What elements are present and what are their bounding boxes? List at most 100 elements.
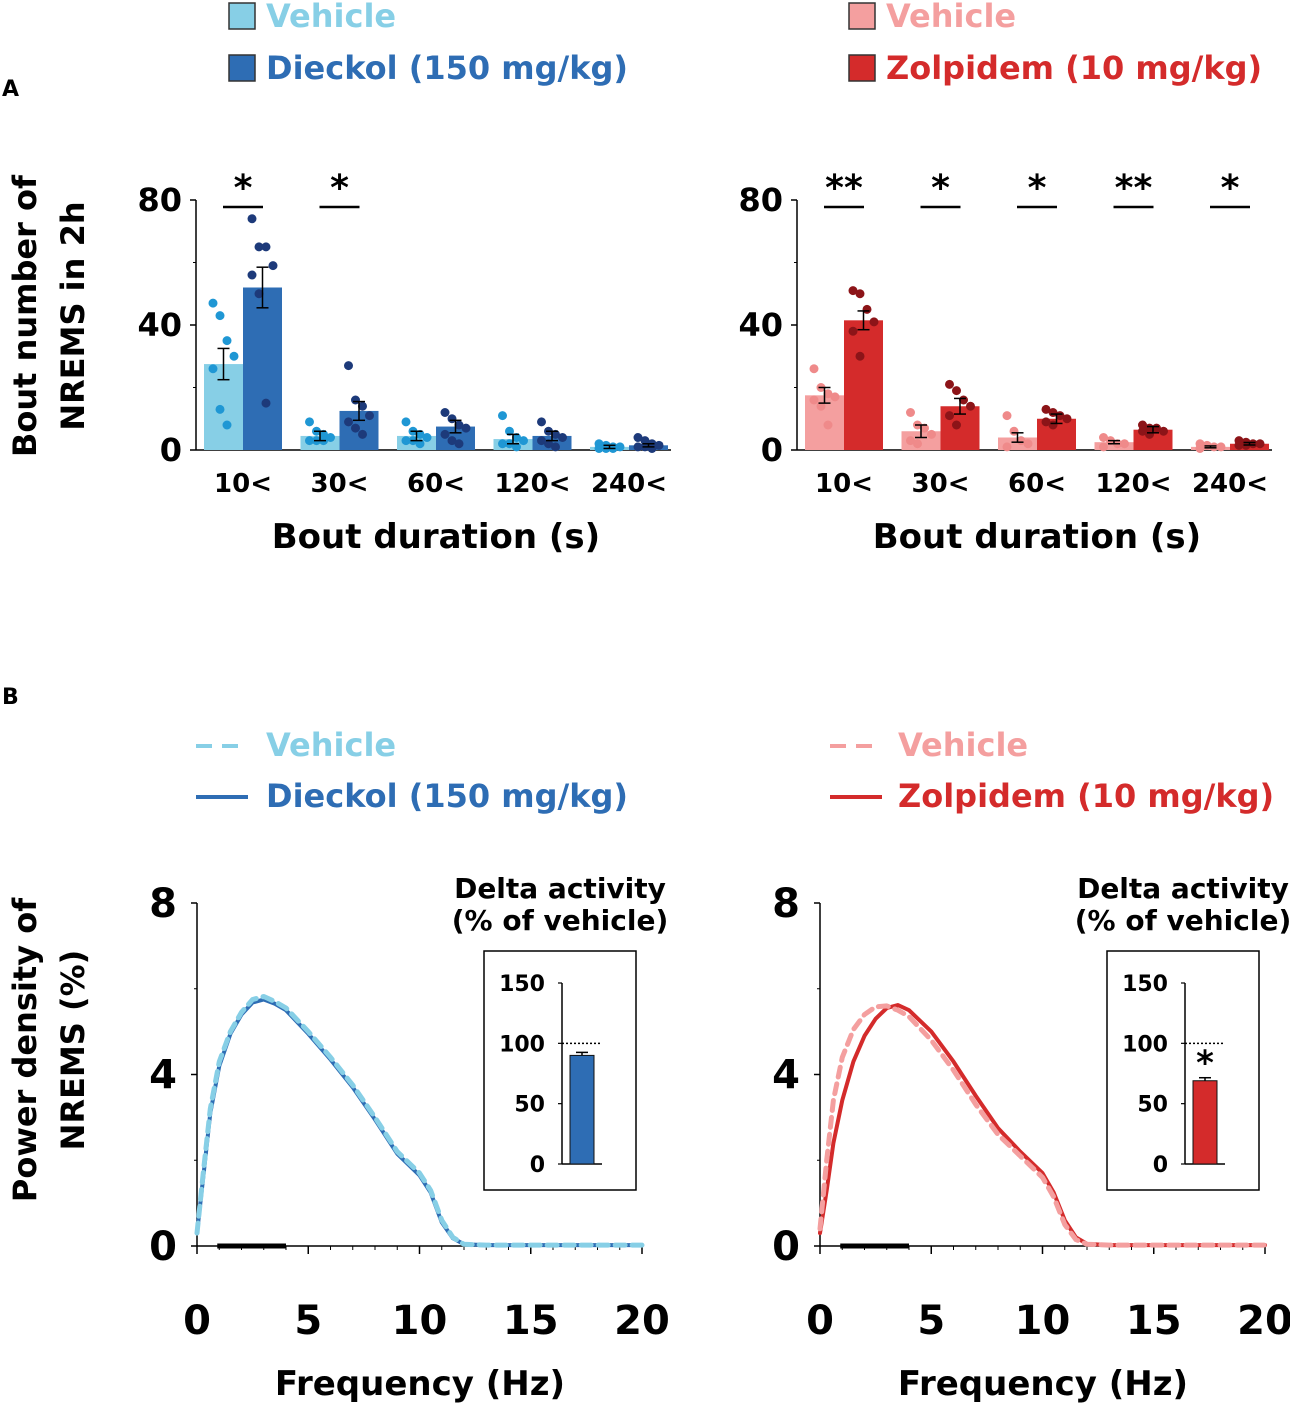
inset-tick-label: 0 bbox=[1153, 1153, 1168, 1178]
data-point bbox=[305, 417, 314, 427]
y-tick-label: 80 bbox=[738, 181, 783, 219]
inset-title: (% of vehicle) bbox=[1075, 904, 1290, 937]
data-point bbox=[952, 386, 961, 396]
y-tick-label: 4 bbox=[772, 1053, 800, 1099]
x-tick-label: 30< bbox=[912, 469, 970, 499]
legend-swatch bbox=[848, 2, 876, 30]
data-point bbox=[1138, 420, 1147, 430]
significance-marker: ** bbox=[825, 168, 863, 209]
data-point bbox=[1041, 417, 1051, 427]
data-point bbox=[351, 423, 360, 433]
data-point bbox=[519, 436, 528, 446]
panel-b-label: B bbox=[2, 685, 19, 710]
data-point bbox=[848, 286, 858, 296]
x-tick-label: 120< bbox=[1095, 469, 1171, 499]
data-point bbox=[1255, 439, 1265, 449]
inset-frame bbox=[483, 950, 637, 1191]
data-point bbox=[440, 429, 450, 439]
x-tick-label: 60< bbox=[407, 469, 465, 499]
inset-significance-marker: * bbox=[1196, 1044, 1214, 1084]
significance-marker: * bbox=[1221, 168, 1240, 209]
data-point bbox=[247, 214, 257, 224]
legend-label: Zolpidem (10 mg/kg) bbox=[886, 49, 1262, 87]
bar bbox=[243, 287, 282, 450]
data-point bbox=[215, 311, 225, 321]
data-point bbox=[512, 442, 521, 452]
x-tick-label: 15 bbox=[503, 1298, 559, 1344]
data-point bbox=[551, 442, 560, 452]
data-point bbox=[823, 420, 833, 430]
data-point bbox=[1099, 442, 1108, 452]
data-point bbox=[229, 351, 239, 361]
data-point bbox=[254, 289, 264, 299]
data-point bbox=[927, 429, 936, 439]
significance-marker: ** bbox=[1115, 168, 1153, 209]
data-point bbox=[422, 433, 432, 442]
data-point bbox=[498, 411, 507, 421]
data-point bbox=[247, 270, 257, 280]
y-tick-label: 0 bbox=[772, 1224, 800, 1270]
data-point bbox=[505, 426, 514, 436]
y-tick-label: 80 bbox=[137, 181, 182, 219]
data-point bbox=[913, 439, 922, 449]
y-tick-label: 40 bbox=[738, 306, 783, 344]
legend-label: Vehicle bbox=[898, 726, 1028, 764]
data-point bbox=[906, 436, 915, 446]
data-point bbox=[945, 379, 954, 389]
data-point bbox=[1002, 411, 1012, 421]
data-point bbox=[498, 439, 507, 449]
data-point bbox=[615, 442, 625, 452]
inset-title: Delta activity bbox=[454, 872, 666, 905]
inset-title: Delta activity bbox=[1077, 872, 1289, 905]
data-point bbox=[401, 417, 411, 427]
y-axis-title: Power density of bbox=[6, 897, 44, 1202]
inset-tick-label: 150 bbox=[499, 972, 545, 997]
data-point bbox=[1248, 439, 1258, 449]
legend-label: Vehicle bbox=[886, 0, 1016, 35]
x-tick-label: 20 bbox=[1237, 1298, 1290, 1344]
data-point bbox=[447, 436, 457, 446]
data-point bbox=[966, 401, 975, 411]
data-point bbox=[558, 433, 567, 442]
data-point bbox=[537, 436, 546, 446]
legend-label: Vehicle bbox=[266, 0, 396, 35]
data-point bbox=[208, 364, 218, 374]
inset-frame bbox=[1106, 950, 1260, 1191]
x-tick-label: 5 bbox=[294, 1298, 322, 1344]
data-point bbox=[305, 436, 314, 446]
data-point bbox=[830, 392, 840, 402]
vehicle-curve bbox=[817, 1003, 1268, 1248]
data-point bbox=[537, 417, 546, 427]
data-point bbox=[1023, 439, 1033, 449]
data-point bbox=[454, 439, 464, 449]
inset-title: (% of vehicle) bbox=[452, 904, 669, 937]
data-point bbox=[215, 404, 225, 414]
data-point bbox=[906, 408, 915, 417]
data-point bbox=[261, 242, 271, 252]
data-point bbox=[1234, 440, 1244, 450]
data-point bbox=[365, 411, 374, 421]
inset-tick-label: 0 bbox=[530, 1153, 545, 1178]
x-tick-label: 20 bbox=[614, 1298, 670, 1344]
data-point bbox=[1138, 426, 1147, 436]
data-point bbox=[1120, 439, 1129, 449]
y-tick-label: 0 bbox=[160, 431, 182, 469]
x-tick-label: 10< bbox=[815, 469, 873, 499]
x-tick-label: 5 bbox=[917, 1298, 945, 1344]
y-tick-label: 8 bbox=[149, 881, 177, 927]
data-point bbox=[401, 436, 411, 446]
data-point bbox=[512, 433, 521, 442]
data-point bbox=[1062, 414, 1072, 424]
data-point bbox=[358, 429, 367, 439]
legend-swatch bbox=[228, 2, 256, 30]
data-point bbox=[823, 389, 833, 399]
data-point bbox=[344, 361, 353, 371]
data-point bbox=[848, 326, 858, 336]
legend-swatch bbox=[228, 54, 256, 82]
x-tick-label: 10 bbox=[392, 1298, 448, 1344]
y-tick-label: 8 bbox=[772, 881, 800, 927]
y-tick-label: 4 bbox=[149, 1053, 177, 1099]
data-point bbox=[633, 433, 643, 442]
panel-a-label: A bbox=[2, 77, 19, 102]
x-tick-label: 10 bbox=[1015, 1298, 1071, 1344]
